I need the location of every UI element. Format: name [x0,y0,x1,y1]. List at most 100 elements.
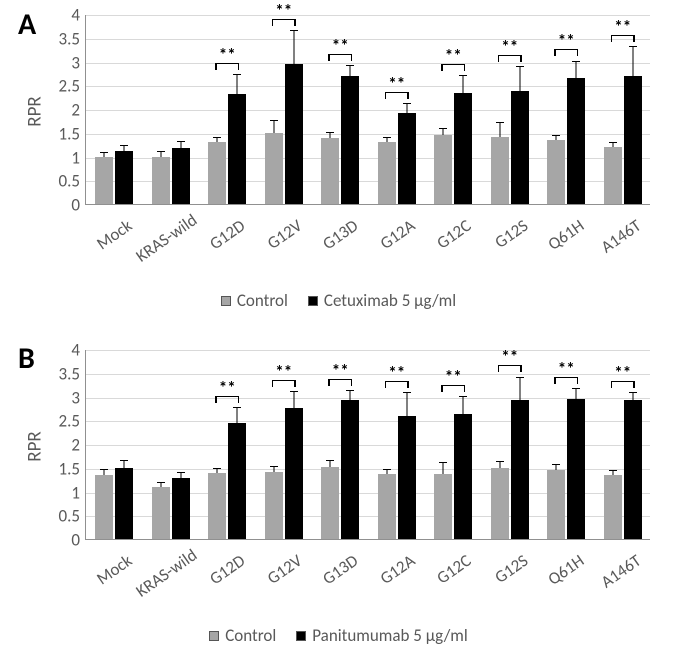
chart-gridline [86,110,650,111]
error-cap [213,468,221,469]
error-bar [463,397,464,414]
chart-bar [228,423,246,539]
error-cap [120,145,128,146]
ytick-label: 3 [71,387,80,408]
error-bar [556,465,557,470]
significance-label: ** [558,30,575,51]
ytick-label: 2.5 [58,76,80,97]
error-cap [516,66,524,67]
error-bar [576,389,577,399]
error-cap [403,103,411,104]
error-cap [177,472,185,473]
chart-bar [265,133,283,204]
xtick-label: G12S [471,550,532,602]
chart-gridline [86,15,650,16]
chart-bar [265,472,283,539]
panel-a-label: A [18,6,36,43]
legend-control-label: Control [237,290,288,311]
error-cap [326,132,334,133]
significance-label: ** [558,358,575,379]
xtick-label: G12A [358,550,419,602]
chart-bar [547,470,565,539]
ytick-label: 1 [71,482,80,503]
panel-a-ylabel: RPR [24,96,47,126]
error-bar [556,136,557,140]
error-bar [273,467,274,472]
error-bar [612,471,613,475]
error-cap [496,122,504,123]
chart-bar [511,91,529,204]
chart-bar [604,475,622,539]
ytick-label: 2.5 [58,411,80,432]
legend-control-b: Control [209,625,276,646]
chart-gridline [86,134,650,135]
xtick-label: Q61H [527,215,588,267]
chart-bar [172,148,190,204]
chart-gridline [86,86,650,87]
chart-bar [208,473,226,539]
error-bar [273,121,274,133]
ytick-label: 3 [71,52,80,73]
error-cap [439,462,447,463]
error-cap [403,392,411,393]
error-cap [459,75,467,76]
chart-bar [115,151,133,204]
error-bar [406,104,407,113]
chart-bar [398,113,416,204]
error-bar [160,152,161,157]
error-bar [104,153,105,157]
panel-b-chart: 00.511.522.533.54MockKRAS-wildG12DG12VG1… [85,350,650,540]
error-cap [552,464,560,465]
chart-bar [624,400,642,539]
chart-bar [567,78,585,204]
significance-label: ** [275,361,292,382]
error-cap [120,460,128,461]
error-cap [459,396,467,397]
ytick-label: 2 [71,435,80,456]
ytick-label: 0 [71,195,80,216]
error-cap [552,135,560,136]
chart-bar [152,487,170,539]
chart-bar [511,400,529,539]
error-bar [386,470,387,475]
chart-bar [454,93,472,204]
xtick-label: Mock [75,550,136,602]
error-cap [629,46,637,47]
error-cap [383,137,391,138]
error-cap [346,65,354,66]
error-bar [180,142,181,148]
ytick-label: 0.5 [58,171,80,192]
error-bar [632,393,633,400]
error-bar [237,408,238,422]
ytick-label: 1 [71,147,80,168]
legend-treatment: Cetuximab 5 µg/ml [308,290,456,311]
chart-bar [604,147,622,204]
ytick-label: 4 [71,340,80,361]
xtick-label: KRAS-wild [132,550,193,602]
chart-gridline [86,158,650,159]
panel-a-legend: Control Cetuximab 5 µg/ml [0,290,677,311]
legend-control-b-label: Control [225,625,276,646]
chart-bar [378,142,396,204]
error-bar [350,391,351,401]
chart-bar [321,138,339,205]
error-cap [270,466,278,467]
error-cap [572,388,580,389]
chart-gridline [86,516,650,517]
error-bar [217,138,218,143]
significance-label: ** [445,366,462,387]
error-cap [270,120,278,121]
error-cap [290,30,298,31]
error-bar [293,31,294,64]
xtick-label: G12V [245,550,306,602]
chart-bar [547,140,565,204]
significance-label: ** [614,16,631,37]
error-bar [443,463,444,475]
chart-bar [115,468,133,539]
error-cap [326,460,334,461]
error-bar [180,473,181,479]
error-bar [443,129,444,135]
legend-swatch-treatment-b [296,631,306,641]
chart-gridline [86,493,650,494]
legend-swatch-control-b [209,631,219,641]
